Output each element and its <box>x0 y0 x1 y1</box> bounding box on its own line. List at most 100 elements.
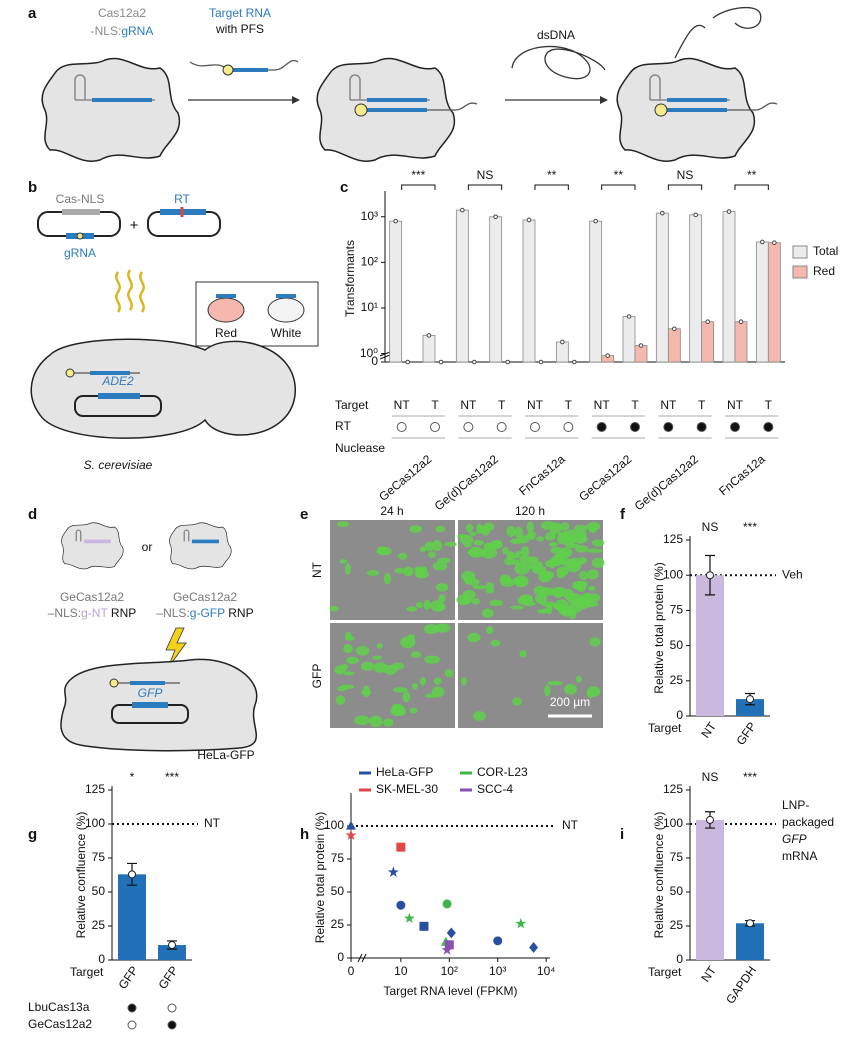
nuclease-indicator <box>167 1020 177 1030</box>
cell-fluorescence <box>543 574 554 579</box>
significance-label: *** <box>743 770 757 784</box>
grna-label: gRNA <box>64 246 96 260</box>
point <box>706 571 714 580</box>
point <box>738 319 744 325</box>
cell-fluorescence <box>519 554 531 565</box>
cell-fluorescence <box>344 636 355 641</box>
legend-label: HeLa-GFP <box>376 765 433 779</box>
point <box>396 842 406 852</box>
point <box>705 319 710 325</box>
point <box>460 207 465 213</box>
cell-fluorescence <box>566 561 581 573</box>
bar <box>422 335 436 363</box>
y-tick-label: 50 <box>670 638 684 652</box>
rnp: RNP <box>108 606 137 620</box>
point <box>726 209 732 214</box>
nuclease-label: Ge(d)Cas12a2 <box>432 452 502 514</box>
cell-fluorescence <box>560 522 570 531</box>
cell-fluorescence <box>471 598 481 605</box>
cell-fluorescence <box>339 559 347 564</box>
cell-fluorescence <box>466 523 473 533</box>
bar <box>634 345 648 363</box>
cell-fluorescence <box>336 521 349 528</box>
cell-fluorescence <box>360 661 375 672</box>
cell-fluorescence <box>514 526 523 539</box>
point <box>746 695 754 704</box>
cell-fluorescence <box>432 540 443 552</box>
cell-fluorescence <box>335 695 346 705</box>
target-label: Target <box>648 965 682 979</box>
reference-label: Veh <box>782 567 803 581</box>
point <box>505 359 510 365</box>
panel-letter: d <box>28 506 37 523</box>
panel-b: b Cas-NLS gRNA + RT Red White ADE2 S. ce… <box>28 179 319 472</box>
x-tick-label: GFP <box>733 720 759 748</box>
panel-d: d or GeCas12a2 –NLS:g-NT RNP GeCas12a2 –… <box>28 506 258 762</box>
guide-label: -NLS:gRNA <box>91 24 154 38</box>
point <box>403 912 415 924</box>
point <box>442 899 452 909</box>
legend-swatch <box>792 245 808 259</box>
cell-fluorescence <box>502 547 509 555</box>
cell-fluorescence <box>435 583 449 592</box>
cell-fluorescence <box>334 665 346 675</box>
point <box>444 940 454 950</box>
point <box>660 210 665 216</box>
rt-indicator <box>696 422 707 432</box>
x-tick-label: NT <box>698 963 719 985</box>
y-tick-label: 125 <box>663 782 683 796</box>
rt-indicator <box>663 422 674 432</box>
y-tick-label: 100 <box>324 818 344 832</box>
cell-fluorescence <box>398 552 408 560</box>
x-tick-label: NT <box>660 398 677 412</box>
cell-fluorescence <box>435 525 446 533</box>
nuclease-label: GeCas12a2 <box>576 452 634 504</box>
cell-fluorescence <box>409 707 418 714</box>
cell-fluorescence <box>520 545 530 558</box>
point <box>593 218 598 224</box>
cell-fluorescence <box>419 677 427 686</box>
bar <box>655 212 669 363</box>
cell-fluorescence <box>383 718 394 727</box>
bar <box>755 241 769 363</box>
x-tick-label: T <box>765 398 773 412</box>
nuclease-label: FnCas12a <box>716 452 768 499</box>
point <box>419 921 429 931</box>
cell-fluorescence <box>537 609 547 614</box>
cell-fluorescence <box>578 570 589 580</box>
significance-label: ** <box>547 168 557 182</box>
cell-fluorescence <box>461 570 476 582</box>
bar <box>736 923 764 960</box>
point <box>446 927 456 939</box>
cell-fluorescence <box>561 536 576 546</box>
point <box>493 936 503 946</box>
cell-fluorescence <box>587 585 596 591</box>
target-label: Target <box>648 721 682 735</box>
bar <box>555 341 569 363</box>
x-tick-label: 10⁴ <box>537 964 556 978</box>
cell-fluorescence <box>329 605 339 612</box>
cell-fluorescence <box>586 569 599 580</box>
y-axis-label: Relative total protein (%) <box>652 562 666 693</box>
dsdna-label: dsDNA <box>537 28 575 42</box>
cell-fluorescence <box>485 582 494 590</box>
nuclease-label: Ge(d)Cas12a2 <box>632 452 702 514</box>
point <box>638 343 644 348</box>
y-axis-label: Relative confluence (%) <box>652 812 666 939</box>
rt-indicator <box>396 422 407 432</box>
bar <box>722 211 736 363</box>
bar <box>522 219 536 363</box>
row-label: GFP <box>310 664 324 689</box>
cell-fluorescence <box>373 662 388 673</box>
y-axis-label: Relative confluence (%) <box>74 812 88 939</box>
x-tick-label: NT <box>394 398 411 412</box>
point <box>760 239 765 245</box>
cell-fluorescence <box>586 548 603 553</box>
cell-fluorescence <box>558 605 570 615</box>
cell-fluorescence <box>591 557 605 568</box>
cell-fluorescence <box>544 532 556 541</box>
y-tick-label: 0 <box>371 354 378 368</box>
x-tick-label: GFP <box>115 964 141 992</box>
rt-indicator <box>463 422 474 432</box>
y-tick-label: 125 <box>85 782 105 796</box>
